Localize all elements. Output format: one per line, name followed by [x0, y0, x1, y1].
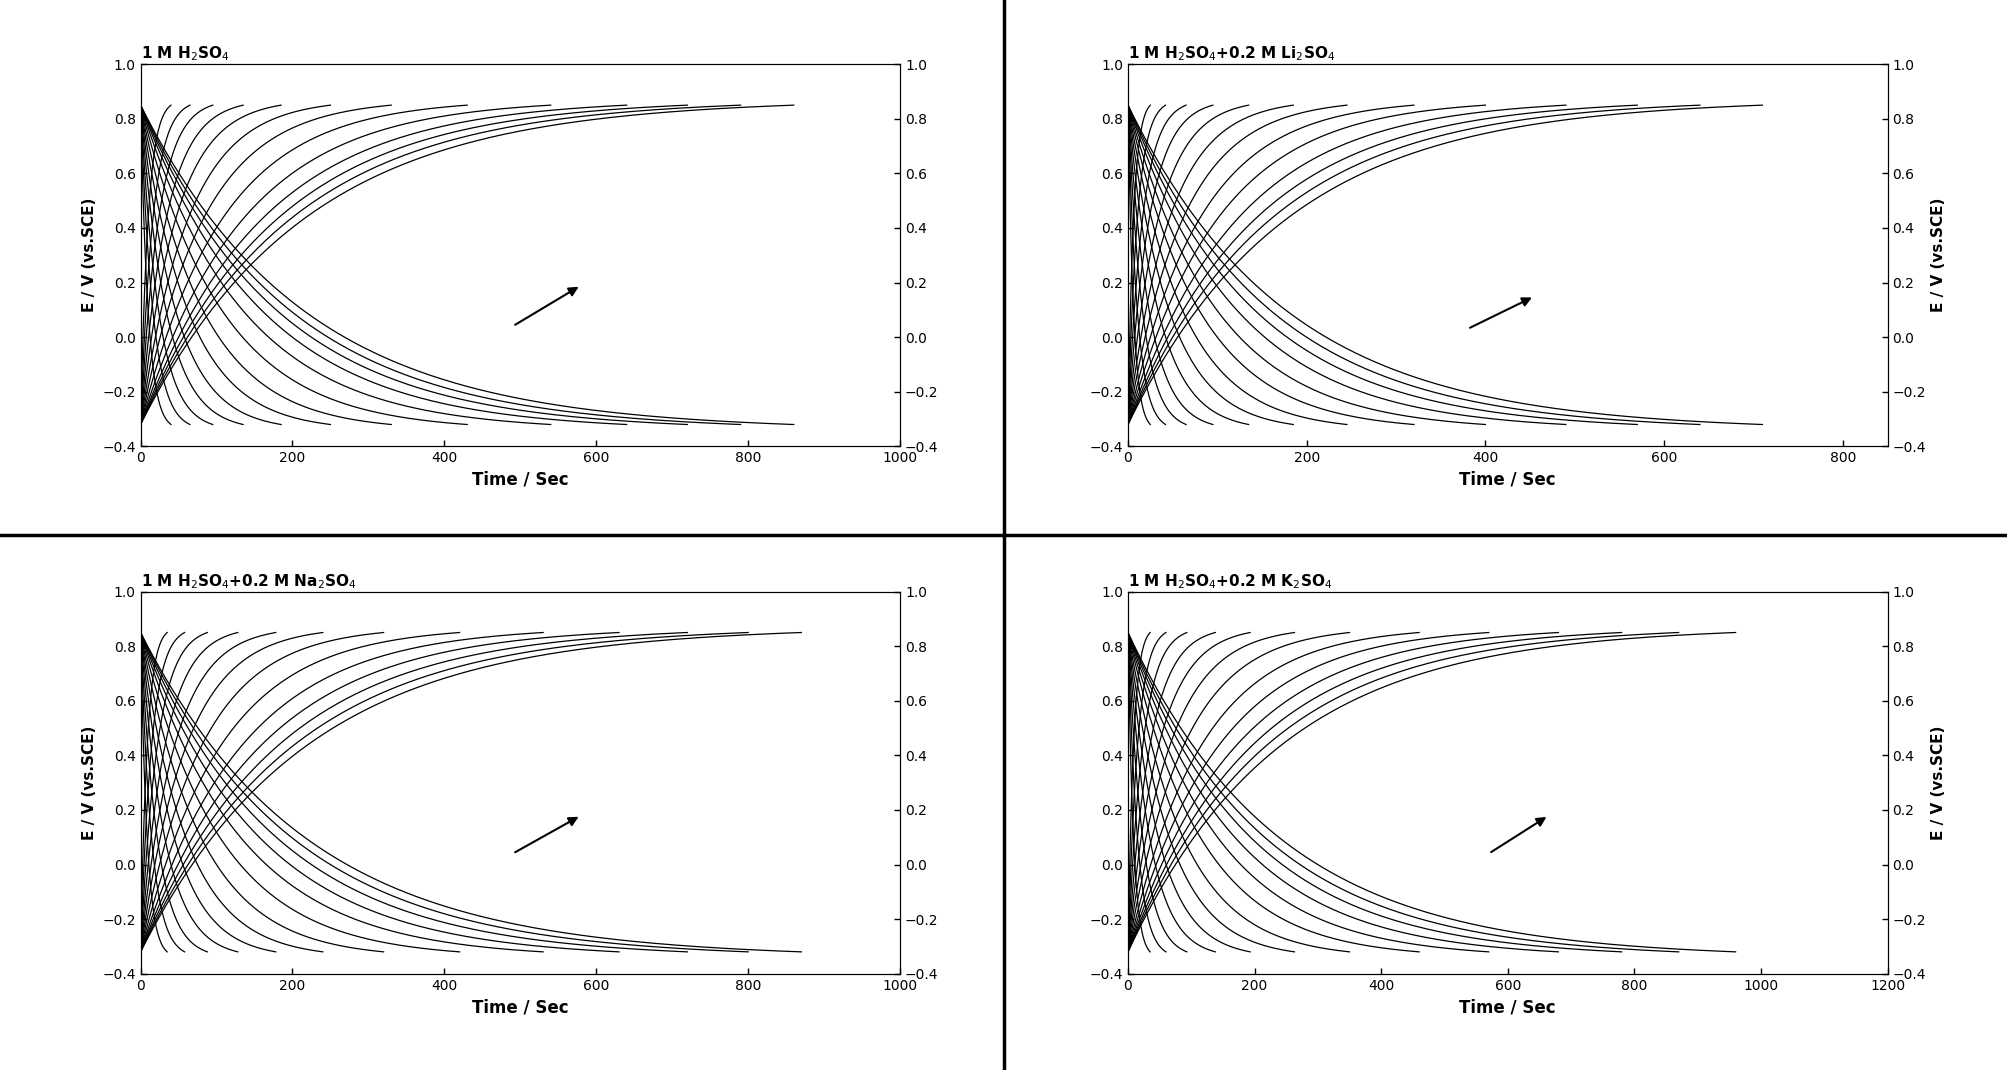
X-axis label: Time / Sec: Time / Sec	[472, 471, 568, 489]
Text: 1 M H$_2$SO$_4$: 1 M H$_2$SO$_4$	[140, 45, 229, 63]
Y-axis label: E / V (vs.SCE): E / V (vs.SCE)	[82, 198, 96, 312]
X-axis label: Time / Sec: Time / Sec	[1459, 998, 1555, 1016]
Y-axis label: E / V (vs.SCE): E / V (vs.SCE)	[1931, 725, 1945, 840]
X-axis label: Time / Sec: Time / Sec	[1459, 471, 1555, 489]
Text: 1 M H$_2$SO$_4$+0.2 M Na$_2$SO$_4$: 1 M H$_2$SO$_4$+0.2 M Na$_2$SO$_4$	[140, 572, 355, 591]
Text: 1 M H$_2$SO$_4$+0.2 M Li$_2$SO$_4$: 1 M H$_2$SO$_4$+0.2 M Li$_2$SO$_4$	[1128, 45, 1335, 63]
Y-axis label: E / V (vs.SCE): E / V (vs.SCE)	[1931, 198, 1945, 312]
X-axis label: Time / Sec: Time / Sec	[472, 998, 568, 1016]
Text: 1 M H$_2$SO$_4$+0.2 M K$_2$SO$_4$: 1 M H$_2$SO$_4$+0.2 M K$_2$SO$_4$	[1128, 572, 1331, 591]
Y-axis label: E / V (vs.SCE): E / V (vs.SCE)	[82, 725, 96, 840]
